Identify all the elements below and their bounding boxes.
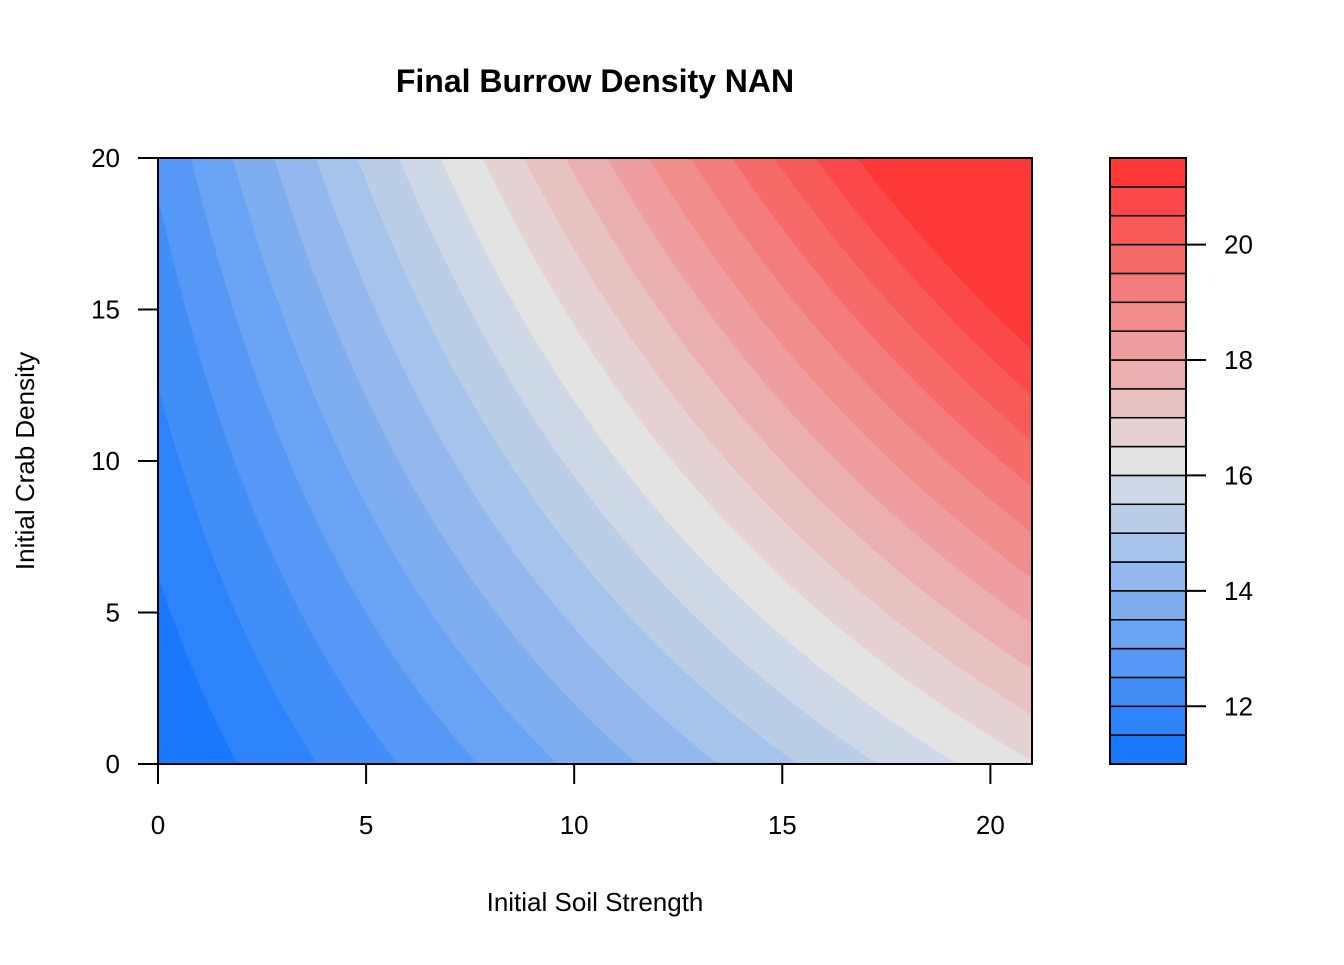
x-tick-label: 15 (768, 810, 797, 840)
plot-area (158, 158, 1032, 764)
contour-band-21 (856, 158, 1032, 351)
chart-title: Final Burrow Density NAN (396, 63, 794, 99)
legend-swatch (1109, 590, 1187, 621)
legend-swatch (1109, 359, 1187, 390)
legend-frame (1109, 157, 1187, 765)
legend-swatch (1109, 243, 1187, 275)
legend-swatch (1109, 388, 1187, 419)
legend-swatch (1109, 647, 1187, 679)
y-axis-label: Initial Crab Density (10, 352, 40, 570)
legend-swatch (1109, 618, 1187, 650)
legend-swatch (1109, 734, 1187, 765)
x-tick-label: 5 (359, 810, 373, 840)
legend-swatch (1109, 474, 1187, 506)
x-axis-label: Initial Soil Strength (487, 887, 704, 917)
y-tick-label: 20 (91, 143, 120, 173)
legend-swatch (1109, 301, 1187, 332)
legend-tick-label: 20 (1224, 230, 1253, 260)
legend-swatch (1109, 186, 1187, 217)
legend-swatch (1109, 532, 1187, 563)
legend-swatch (1109, 416, 1187, 448)
legend-swatch (1109, 503, 1187, 534)
legend-tick-label: 12 (1224, 691, 1253, 721)
legend-swatch (1109, 214, 1187, 246)
axes: 0 5 10 15 20 0 5 10 15 20 (91, 143, 1033, 840)
x-tick-label: 20 (976, 810, 1005, 840)
x-tick-label: 0 (151, 810, 165, 840)
legend-swatch (1109, 445, 1187, 477)
legend-swatch (1109, 561, 1187, 592)
legend-swatch (1109, 330, 1187, 361)
legend-tick-label: 14 (1224, 576, 1253, 606)
legend-swatch (1109, 705, 1187, 736)
legend-swatch (1109, 676, 1187, 708)
legend-tick-label: 16 (1224, 460, 1253, 490)
legend-swatch (1109, 157, 1187, 188)
y-tick-label: 5 (106, 598, 120, 628)
legend-tick-label: 18 (1224, 345, 1253, 375)
y-tick-label: 0 (106, 749, 120, 779)
y-tick-label: 10 (91, 446, 120, 476)
x-tick-label: 10 (560, 810, 589, 840)
y-tick-label: 15 (91, 295, 120, 325)
legend-swatch (1109, 272, 1187, 304)
color-legend: 12 14 16 18 20 (1109, 157, 1253, 765)
